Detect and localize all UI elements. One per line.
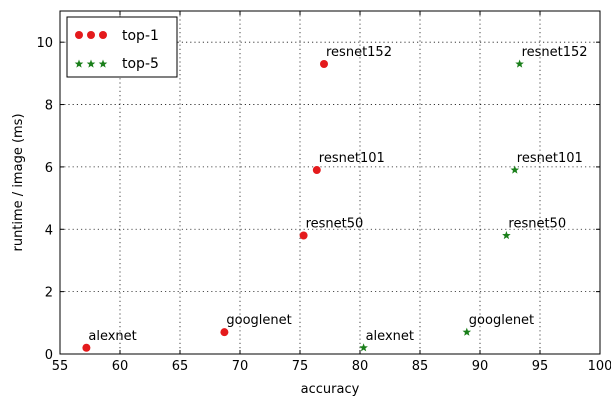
top-5-point-resnet50 [502, 231, 511, 240]
top-5-point-googlenet [462, 327, 472, 336]
legend-marker-top-5 [98, 59, 108, 68]
point-label-alexnet: alexnet [88, 329, 136, 344]
point-label-googlenet: googlenet [469, 313, 534, 328]
point-label-googlenet: googlenet [226, 313, 291, 328]
top-1-point-resnet101 [312, 166, 321, 175]
point-label-resnet152: resnet152 [522, 45, 588, 60]
y-tick-label: 4 [45, 223, 53, 238]
x-tick-label: 75 [292, 359, 309, 374]
top-1-point-alexnet [82, 343, 91, 352]
top-1-point-resnet152 [320, 60, 328, 69]
axis-ticks: 55 60 65 70 75 80 85 90 95 100 0 2 4 6 8 10 [36, 11, 611, 374]
x-tick-label: 95 [532, 359, 549, 374]
legend-marker-top-1 [87, 31, 95, 39]
legend: top-1 top-5 [66, 16, 178, 78]
point-label-resnet101: resnet101 [517, 151, 583, 166]
x-axis-label: accuracy [301, 382, 360, 397]
top-5-point-resnet101 [510, 165, 520, 174]
y-tick-label: 2 [45, 286, 53, 301]
x-tick-label: 55 [52, 359, 69, 374]
legend-marker-top-1 [99, 31, 107, 39]
y-tick-label: 8 [45, 99, 53, 114]
legend-label-top-5: top-5 [122, 56, 159, 72]
legend-marker-top-5 [74, 59, 84, 68]
x-tick-label: 80 [352, 359, 369, 374]
plot-frame [59, 10, 601, 355]
x-tick-label: 85 [412, 359, 429, 374]
legend-marker-top-5 [86, 59, 96, 68]
point-label-resnet101: resnet101 [319, 151, 385, 166]
point-label-alexnet: alexnet [366, 329, 414, 344]
top-1-point-resnet50 [299, 231, 308, 240]
data-points: alexnet googlenet resnet50 resnet101 resnet1… [82, 45, 588, 352]
point-label-resnet152: resnet152 [326, 45, 392, 60]
top-1-point-googlenet [220, 328, 229, 337]
x-tick-label: 90 [472, 359, 489, 374]
point-label-resnet50: resnet50 [306, 217, 364, 232]
x-tick-label: 65 [172, 359, 189, 374]
legend-marker-top-1 [75, 31, 83, 39]
y-tick-label: 0 [45, 348, 53, 363]
y-tick-label: 6 [45, 161, 53, 176]
legend-box [66, 16, 178, 78]
x-tick-label: 70 [232, 359, 249, 374]
legend-label-top-1: top-1 [122, 28, 159, 44]
top-5-point-resnet152 [515, 59, 524, 68]
top-5-point-alexnet [359, 343, 368, 352]
y-tick-label: 10 [36, 36, 53, 51]
grid-lines [60, 11, 600, 354]
x-tick-label: 100 [588, 359, 611, 374]
y-axis-label: runtime / image (ms) [11, 113, 26, 251]
x-tick-label: 60 [112, 359, 129, 374]
point-label-resnet50: resnet50 [508, 217, 566, 232]
